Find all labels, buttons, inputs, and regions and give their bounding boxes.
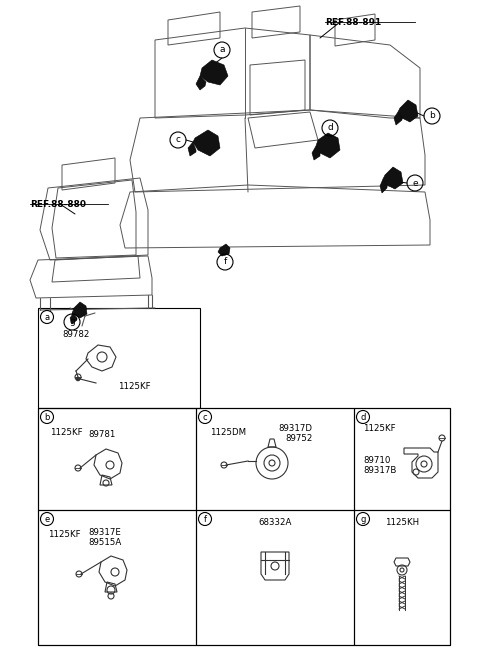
Polygon shape	[380, 179, 387, 193]
Polygon shape	[70, 314, 77, 324]
Bar	[354, 510, 450, 645]
Text: f: f	[223, 258, 227, 266]
Text: b: b	[44, 413, 50, 422]
Polygon shape	[316, 133, 340, 158]
Polygon shape	[218, 244, 230, 256]
Text: 1125KF: 1125KF	[48, 530, 81, 539]
Text: 89317D: 89317D	[278, 424, 312, 433]
Text: a: a	[219, 45, 225, 54]
Text: e: e	[412, 178, 418, 188]
Text: REF.88-891: REF.88-891	[325, 18, 381, 27]
Bar	[38, 510, 196, 645]
Text: c: c	[203, 413, 207, 422]
Polygon shape	[188, 142, 196, 156]
Text: 89752: 89752	[285, 434, 312, 443]
Text: f: f	[204, 514, 206, 523]
Text: a: a	[45, 312, 49, 321]
Polygon shape	[398, 100, 418, 122]
Text: g: g	[69, 318, 75, 327]
Bar	[196, 408, 354, 510]
Bar	[38, 408, 450, 645]
Text: 89782: 89782	[62, 330, 89, 339]
Circle shape	[76, 377, 80, 381]
Bar	[38, 408, 196, 510]
Polygon shape	[394, 112, 402, 125]
Text: g: g	[360, 514, 366, 523]
Text: 89317B: 89317B	[363, 466, 396, 475]
Text: 68332A: 68332A	[258, 518, 292, 527]
Text: 1125KF: 1125KF	[363, 424, 396, 433]
Text: REF.88-880: REF.88-880	[30, 200, 86, 209]
Text: 89710: 89710	[363, 456, 390, 465]
Text: b: b	[429, 112, 435, 121]
Bar	[354, 408, 450, 510]
Polygon shape	[312, 146, 320, 160]
Text: e: e	[44, 514, 49, 523]
Text: 89515A: 89515A	[88, 538, 121, 547]
Text: d: d	[327, 123, 333, 133]
Bar	[196, 510, 354, 645]
Text: 1125KH: 1125KH	[385, 518, 419, 527]
Text: c: c	[176, 136, 180, 144]
Polygon shape	[193, 130, 220, 156]
Text: d: d	[360, 413, 366, 422]
Polygon shape	[200, 60, 228, 85]
Text: 89781: 89781	[88, 430, 115, 439]
Polygon shape	[383, 167, 403, 189]
Polygon shape	[196, 76, 206, 90]
Text: 1125KF: 1125KF	[50, 428, 83, 437]
Polygon shape	[73, 302, 87, 318]
Text: 89317E: 89317E	[88, 528, 121, 537]
Bar	[38, 308, 200, 408]
Text: 1125KF: 1125KF	[118, 382, 151, 391]
Text: 1125DM: 1125DM	[210, 428, 246, 437]
